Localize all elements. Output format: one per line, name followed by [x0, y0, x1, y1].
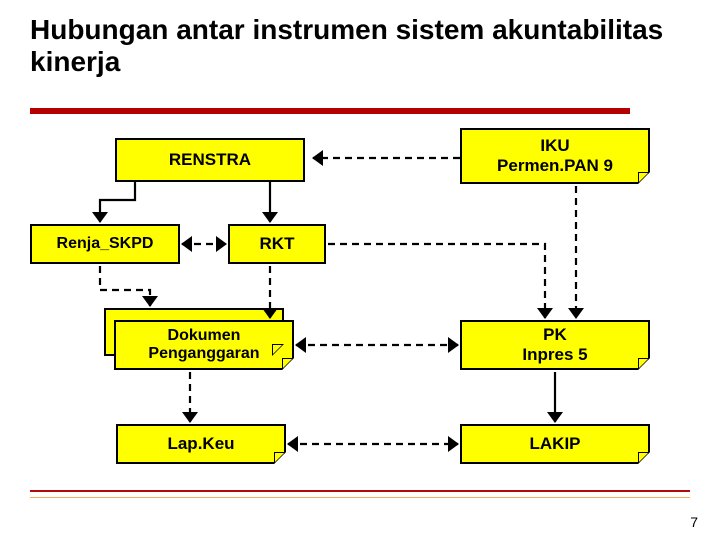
footer-rule: [30, 490, 690, 498]
slide-title: Hubungan antar instrumen sistem akuntabi…: [30, 14, 690, 78]
node-label: RKT: [256, 234, 299, 254]
arrow-renstra-to-renja: [100, 182, 135, 222]
node-label: IKUPermen.PAN 9: [493, 136, 617, 175]
node-label: DokumenPenganggaran: [144, 327, 263, 364]
node-label: PKInpres 5: [518, 325, 591, 364]
node-dokumen-penganggaran: DokumenPenganggaran: [114, 320, 294, 370]
slide-stage: Hubungan antar instrumen sistem akuntabi…: [0, 0, 720, 540]
node-label: LAKIP: [526, 434, 585, 454]
node-pk-inpres5: PKInpres 5: [460, 320, 650, 370]
arrow-rkt-to-pk: [328, 244, 545, 318]
node-label: RENSTRA: [165, 150, 255, 170]
arrow-renja-to-dokback: [100, 266, 150, 306]
page-number: 7: [690, 514, 698, 530]
node-iku: IKUPermen.PAN 9: [460, 128, 650, 184]
node-rkt: RKT: [228, 224, 326, 264]
title-underline: [30, 108, 630, 114]
node-renstra: RENSTRA: [115, 138, 305, 182]
node-lap-keu: Lap.Keu: [116, 424, 286, 464]
node-lakip: LAKIP: [460, 424, 650, 464]
node-label: Renja_SKPD: [53, 235, 158, 253]
node-renja-skpd: Renja_SKPD: [30, 224, 180, 264]
node-label: Lap.Keu: [163, 434, 238, 454]
